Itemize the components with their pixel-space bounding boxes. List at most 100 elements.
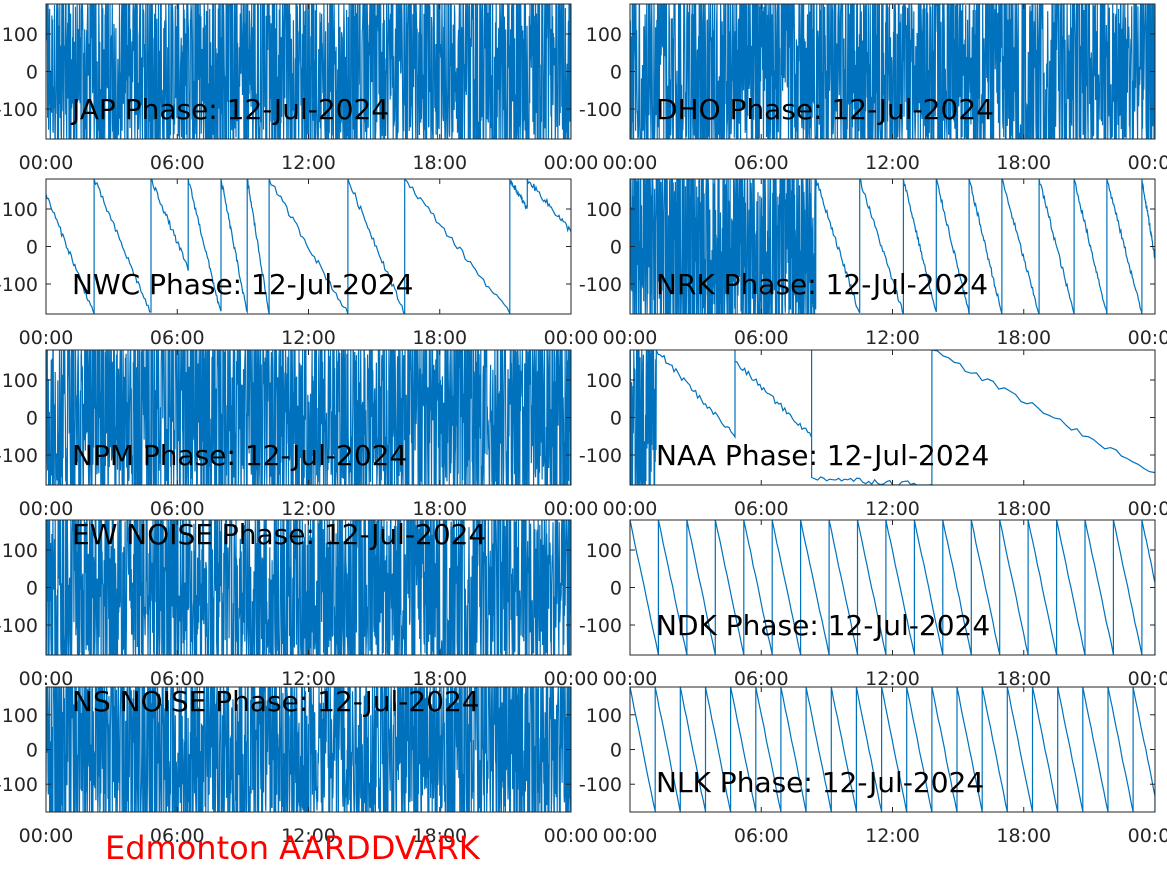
- y-tick-label: -100: [579, 274, 622, 296]
- x-tick-label: 12:00: [865, 668, 920, 690]
- y-tick-label: 0: [26, 578, 38, 600]
- phase-series: [630, 687, 1155, 812]
- x-tick-label: 06:00: [734, 327, 789, 349]
- x-tick-label: 00:00: [603, 498, 658, 520]
- x-tick-label: 00:00: [1128, 825, 1167, 847]
- x-tick-label: 18:00: [412, 498, 467, 520]
- x-tick-label: 00:00: [19, 152, 74, 174]
- y-tick-label: 0: [610, 578, 622, 600]
- x-tick-label: 00:00: [603, 327, 658, 349]
- x-tick-label: 00:00: [544, 327, 599, 349]
- phase-series: [630, 4, 1155, 139]
- y-tick-label: 100: [2, 705, 38, 727]
- chart-title: NLK Phase: 12-Jul-2024: [656, 766, 984, 799]
- chart-title: EW NOISE Phase: 12-Jul-2024: [72, 518, 486, 551]
- x-tick-label: 06:00: [150, 152, 205, 174]
- y-tick-label: -100: [579, 615, 622, 637]
- phase-series: [630, 350, 1155, 485]
- y-tick-label: 0: [610, 408, 622, 430]
- x-tick-label: 06:00: [734, 152, 789, 174]
- x-tick-label: 12:00: [281, 825, 336, 847]
- plot-area: [630, 520, 1155, 655]
- y-tick-label: 100: [2, 540, 38, 562]
- x-tick-label: 18:00: [996, 825, 1051, 847]
- phase-series: [46, 179, 571, 314]
- y-tick-label: 100: [586, 540, 622, 562]
- chart-title: NPM Phase: 12-Jul-2024: [72, 439, 407, 472]
- y-tick-label: 100: [2, 24, 38, 46]
- x-tick-label: 00:00: [1128, 152, 1167, 174]
- x-tick-label: 06:00: [150, 498, 205, 520]
- phase-series: [46, 4, 571, 139]
- y-tick-label: -100: [0, 99, 38, 121]
- chart-title: NDK Phase: 12-Jul-2024: [656, 609, 990, 642]
- chart-ns-noise: 100 0 -100 00:00 06:00 12:00 18:00 00:00 NS NOIS…: [0, 685, 598, 847]
- x-tick-label: 06:00: [150, 668, 205, 690]
- x-tick-label: 12:00: [281, 498, 336, 520]
- phase-series: [630, 179, 1155, 314]
- chart-npm: 100 0 -100 00:00 06:00 12:00 18:00 00:00 NPM Pha…: [0, 349, 598, 520]
- x-tick-label: 00:00: [1128, 327, 1167, 349]
- x-tick-label: 06:00: [734, 668, 789, 690]
- x-tick-label: 12:00: [865, 825, 920, 847]
- plot-area: [46, 179, 571, 314]
- x-tick-label: 00:00: [19, 327, 74, 349]
- y-tick-label: 0: [26, 408, 38, 430]
- chart-naa: 100 0 -100 00:00 06:00 12:00 18:00 00:00 NAA Pha…: [579, 349, 1167, 520]
- plot-area: [630, 350, 1155, 485]
- y-tick-label: 0: [26, 62, 38, 84]
- y-tick-label: 0: [610, 62, 622, 84]
- y-tick-label: 100: [586, 199, 622, 221]
- chart-title: JAP Phase: 12-Jul-2024: [70, 93, 389, 126]
- x-tick-label: 00:00: [19, 498, 74, 520]
- x-tick-label: 00:00: [1128, 668, 1167, 690]
- x-tick-label: 00:00: [544, 668, 599, 690]
- x-tick-label: 18:00: [996, 668, 1051, 690]
- x-tick-label: 18:00: [412, 327, 467, 349]
- y-tick-label: -100: [0, 615, 38, 637]
- chart-nwc: 100 0 -100 00:00 06:00 12:00 18:00 00:00 NWC Pha…: [0, 178, 599, 349]
- plot-area: [630, 687, 1155, 812]
- chart-title: NWC Phase: 12-Jul-2024: [72, 268, 413, 301]
- y-tick-label: -100: [0, 445, 38, 467]
- x-tick-label: 00:00: [544, 152, 599, 174]
- y-tick-label: 0: [610, 237, 622, 259]
- phase-series: [630, 520, 1155, 655]
- x-tick-label: 00:00: [603, 668, 658, 690]
- chart-title: NS NOISE Phase: 12-Jul-2024: [72, 685, 480, 718]
- y-tick-label: -100: [579, 99, 622, 121]
- x-tick-label: 18:00: [996, 152, 1051, 174]
- y-tick-label: 100: [2, 199, 38, 221]
- x-tick-label: 18:00: [996, 498, 1051, 520]
- x-tick-label: 18:00: [412, 668, 467, 690]
- x-tick-label: 06:00: [734, 825, 789, 847]
- chart-title: NRK Phase: 12-Jul-2024: [656, 268, 988, 301]
- x-tick-label: 12:00: [281, 668, 336, 690]
- station-footer: Edmonton AARDDVARK: [105, 829, 480, 867]
- x-tick-label: 12:00: [865, 327, 920, 349]
- y-tick-label: 100: [586, 24, 622, 46]
- phase-series: [46, 520, 571, 655]
- y-tick-label: 0: [610, 740, 622, 762]
- x-tick-label: 12:00: [865, 498, 920, 520]
- phase-series: [46, 687, 571, 812]
- y-tick-label: -100: [579, 445, 622, 467]
- y-tick-label: 100: [2, 370, 38, 392]
- x-tick-label: 06:00: [150, 327, 205, 349]
- y-tick-label: -100: [0, 274, 38, 296]
- y-tick-label: 0: [26, 740, 38, 762]
- x-tick-label: 06:00: [734, 498, 789, 520]
- chart-nrk: 100 0 -100 00:00 06:00 12:00 18:00 00:00 NRK Pha…: [579, 178, 1167, 349]
- x-tick-label: 12:00: [281, 152, 336, 174]
- x-tick-label: 18:00: [412, 825, 467, 847]
- chart-dho: 100 0 -100 00:00 06:00 12:00 18:00 00:00 DHO Pha…: [579, 3, 1167, 174]
- chart-jap: 100 0 -100 00:00 06:00 12:00 18:00 00:00 JAP Pha…: [0, 3, 599, 174]
- chart-title: NAA Phase: 12-Jul-2024: [656, 439, 989, 472]
- chart-nlk: 100 0 -100 00:00 06:00 12:00 18:00 00:00 NLK Pha…: [579, 686, 1167, 847]
- y-tick-label: -100: [0, 774, 38, 796]
- x-tick-label: 12:00: [281, 327, 336, 349]
- x-tick-label: 00:00: [1128, 498, 1167, 520]
- x-tick-label: 18:00: [412, 152, 467, 174]
- y-tick-label: 100: [586, 370, 622, 392]
